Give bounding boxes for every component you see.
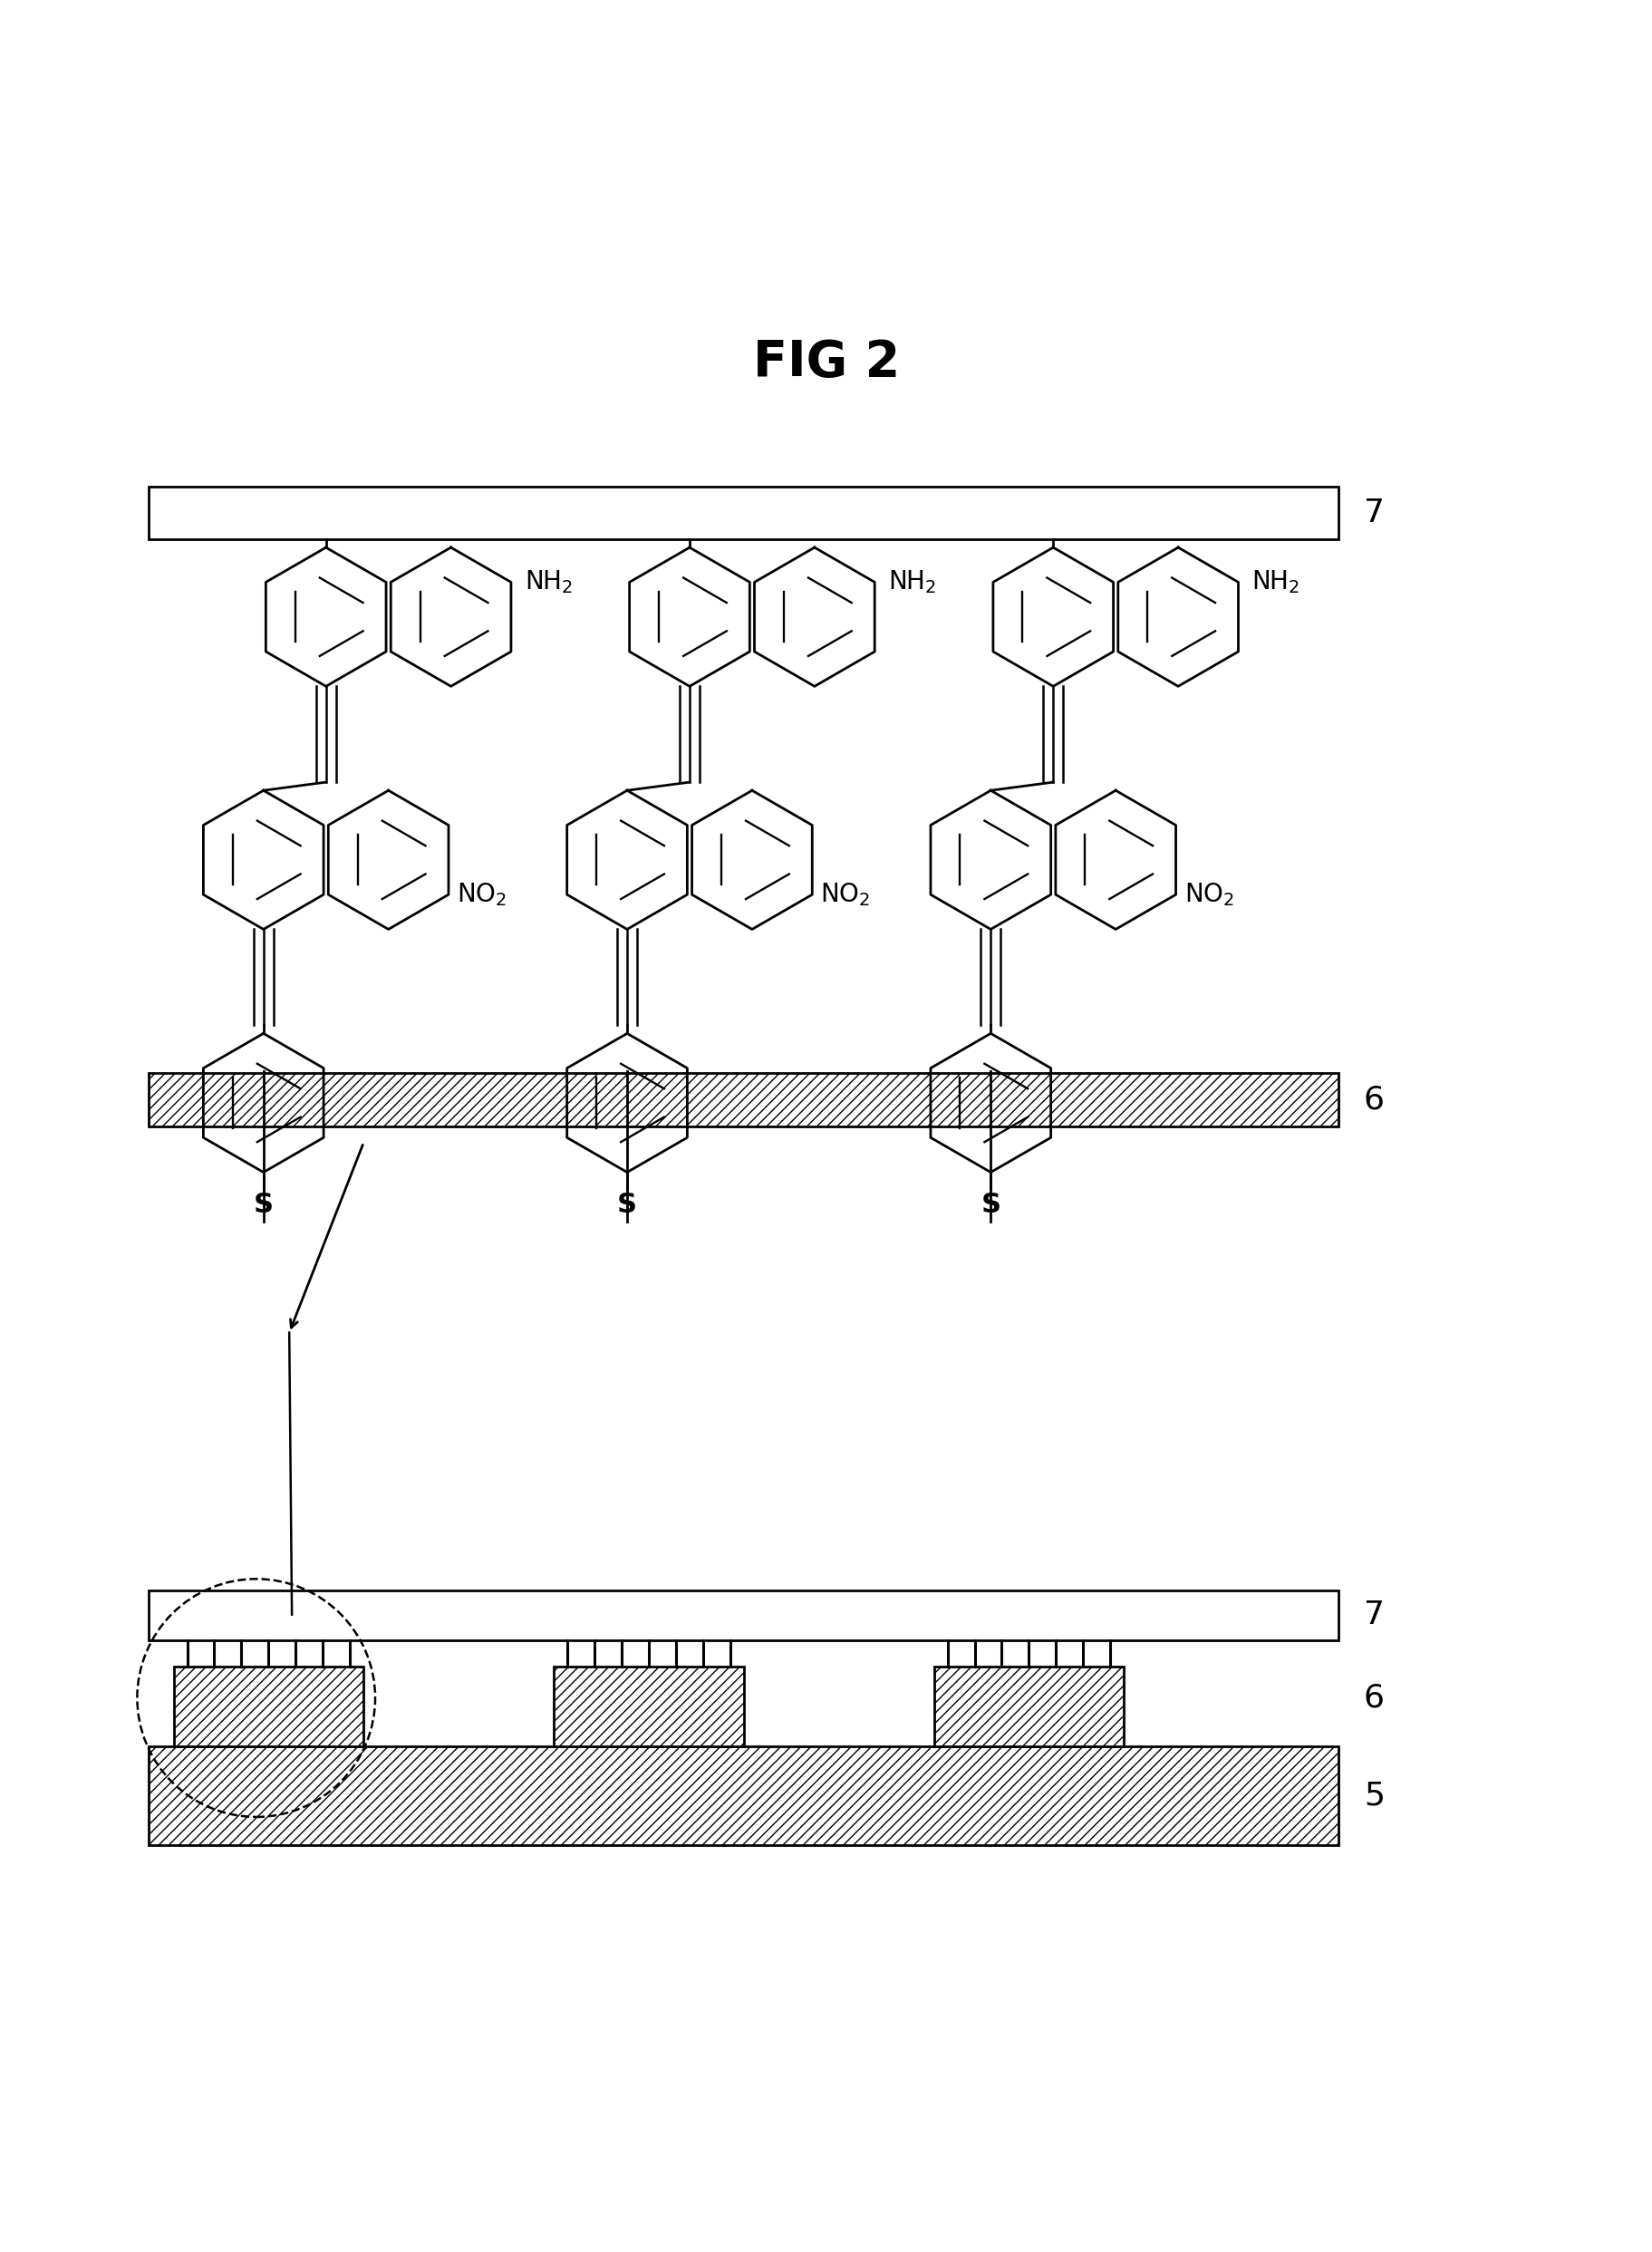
Text: S: S [253,1191,273,1218]
Text: 7: 7 [1363,1599,1384,1630]
Bar [933,1666,1123,1745]
Text: NH$_2$: NH$_2$ [524,570,572,597]
Text: NO$_2$: NO$_2$ [1183,881,1234,908]
Bar [149,1074,1338,1126]
Text: NH$_2$: NH$_2$ [1251,570,1298,597]
Text: FIG 2: FIG 2 [753,338,899,387]
Text: S: S [980,1191,999,1218]
Text: NO$_2$: NO$_2$ [819,881,871,908]
Bar [149,1590,1338,1639]
Text: S: S [616,1191,636,1218]
Bar [173,1666,363,1745]
Bar [149,1745,1338,1844]
Text: 6: 6 [1363,1083,1384,1115]
Text: 6: 6 [1363,1682,1384,1714]
Text: 7: 7 [1363,498,1384,529]
Bar [553,1666,743,1745]
Text: NO$_2$: NO$_2$ [456,881,507,908]
Bar [149,486,1338,538]
Text: NH$_2$: NH$_2$ [887,570,935,597]
Text: 5: 5 [1363,1779,1384,1811]
